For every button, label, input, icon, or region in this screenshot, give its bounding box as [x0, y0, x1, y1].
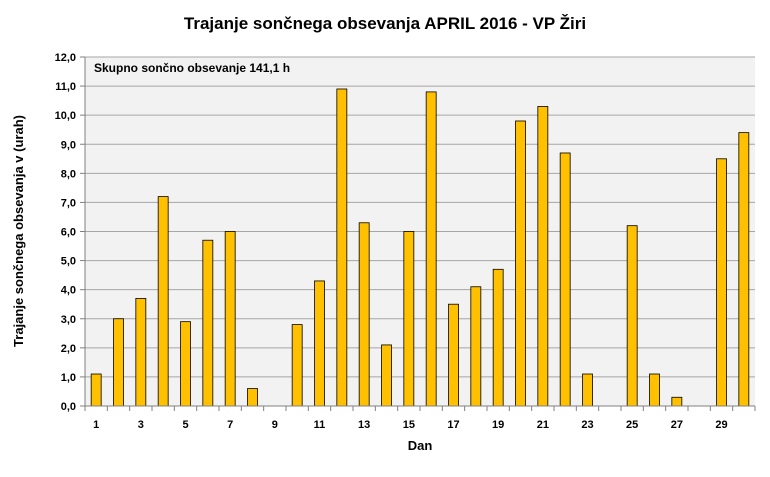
bar-day-7	[224, 231, 236, 407]
bar-day-26	[649, 373, 660, 407]
bar-day-15	[403, 231, 415, 407]
y-tick-label: 0,0	[61, 401, 76, 413]
y-tick-label: 7,0	[61, 197, 76, 209]
bar-day-12	[336, 88, 348, 407]
y-axis-ticks: 0,0 1,0 2,0 3,0 4,0 5,0 6,0 7,0 8,0 9,0 10,0 11,0 12…	[55, 52, 85, 413]
x-tick-label: 29	[715, 419, 727, 431]
x-tick-label: 17	[447, 419, 459, 431]
bar-day-25	[626, 225, 638, 407]
x-tick-label: 15	[403, 419, 415, 431]
bar-day-23	[582, 373, 593, 407]
x-tick-label: 23	[581, 419, 593, 431]
bar-day-2	[113, 318, 124, 407]
bar-day-8	[247, 388, 258, 407]
bar-day-20	[515, 120, 526, 407]
y-tick-label: 10,0	[55, 110, 76, 122]
y-axis-label: Trajanje sončnega obsevanja v (urah)	[11, 115, 26, 347]
y-tick-label: 2,0	[61, 343, 76, 355]
y-tick-label: 5,0	[61, 256, 76, 268]
x-tick-label: 27	[671, 419, 683, 431]
x-tick-label: 13	[358, 419, 370, 431]
x-tick-label: 5	[182, 419, 188, 431]
bar-day-10	[291, 324, 303, 407]
bar-day-1	[90, 373, 102, 407]
x-tick-label: 7	[227, 419, 233, 431]
bar-day-18	[470, 286, 482, 407]
bar-day-29	[716, 158, 727, 407]
bars	[90, 88, 750, 407]
chart-title: Trajanje sončnega obsevanja APRIL 2016 -…	[184, 14, 586, 33]
x-axis-ticks: 1 3 5 7 9 11 13 15 17 19 21 23 25 27 29	[84, 406, 756, 431]
y-tick-label: 11,0	[55, 81, 76, 93]
bar-day-21	[537, 106, 549, 407]
bar-day-5	[180, 321, 191, 407]
bar-day-6	[202, 239, 214, 407]
y-tick-label: 12,0	[55, 52, 76, 64]
y-tick-label: 1,0	[61, 372, 76, 384]
bar-day-27	[671, 396, 683, 407]
gridlines	[85, 56, 755, 378]
bar-day-13	[358, 222, 370, 407]
bar-day-4	[157, 196, 169, 407]
y-tick-label: 8,0	[61, 168, 76, 180]
x-tick-label: 1	[93, 419, 99, 431]
y-tick-label: 6,0	[61, 227, 76, 239]
bar-day-19	[492, 268, 504, 407]
x-tick-label: 25	[626, 419, 638, 431]
bar-day-3	[135, 297, 147, 407]
x-tick-label: 9	[272, 419, 278, 431]
x-axis-label: Dan	[408, 438, 433, 453]
x-tick-label: 11	[314, 419, 326, 431]
y-tick-label: 9,0	[61, 139, 76, 151]
bar-day-30	[738, 132, 750, 407]
total-annotation: Skupno sončno obsevanje 141,1 h	[94, 61, 290, 75]
x-tick-label: 3	[138, 419, 144, 431]
x-tick-label: 19	[492, 419, 504, 431]
bar-day-22	[559, 152, 571, 407]
bar-day-14	[381, 344, 392, 407]
bar-day-17	[448, 303, 459, 407]
y-tick-label: 4,0	[61, 285, 76, 297]
bar-day-11	[314, 280, 325, 407]
y-tick-label: 3,0	[61, 314, 76, 326]
bar-day-16	[425, 91, 437, 407]
x-tick-label: 21	[537, 419, 549, 431]
